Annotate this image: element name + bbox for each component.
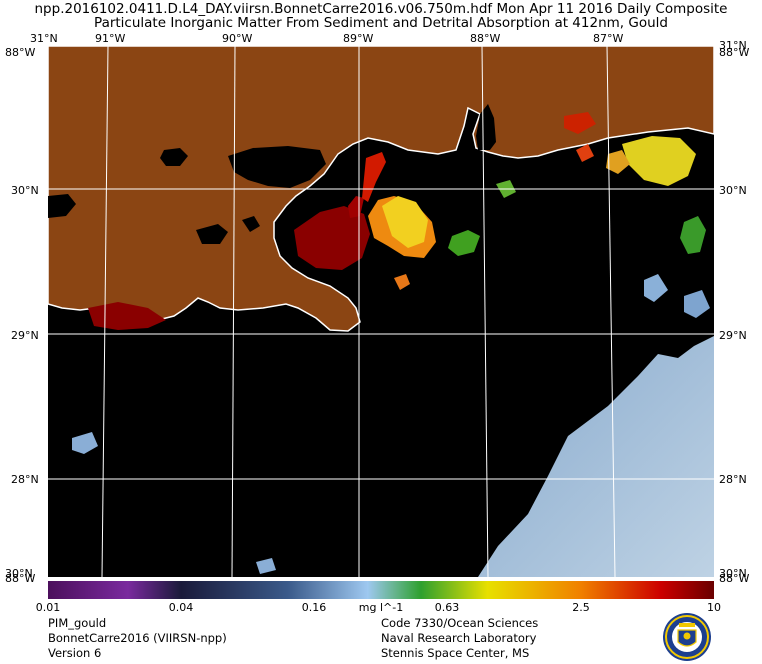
offshore-water-light-blue bbox=[478, 336, 714, 577]
footer-left-version: Version 6 bbox=[48, 646, 102, 660]
colorbar-tick-2: 0.16 bbox=[301, 601, 327, 614]
footer-right-location: Stennis Space Center, MS bbox=[381, 646, 530, 660]
plume-yellow bbox=[382, 196, 428, 248]
lake-small bbox=[242, 216, 260, 232]
footer-left-product: PIM_gould bbox=[48, 616, 107, 630]
plume-orange-east bbox=[606, 150, 630, 174]
satellite-map bbox=[48, 46, 714, 577]
footer-right-org: Naval Research Laboratory bbox=[381, 631, 537, 645]
lon-label-89w: 89°W bbox=[343, 32, 374, 45]
bay-west bbox=[48, 194, 76, 218]
colorbar-tick-4: 2.5 bbox=[572, 601, 590, 614]
land-area bbox=[48, 46, 714, 332]
corner-label-bottom-left-lon: 88°W bbox=[5, 572, 36, 585]
plume-yellow-east bbox=[622, 136, 696, 186]
image-subtitle: Particulate Inorganic Matter From Sedime… bbox=[94, 15, 668, 31]
nrl-seal-icon bbox=[663, 613, 711, 661]
plume-red-east-2 bbox=[576, 144, 594, 162]
corner-label-top-left-lat: 31°N bbox=[30, 32, 58, 45]
lake-pontchartrain bbox=[228, 146, 326, 188]
corner-label-top-right-lon: 88°W bbox=[719, 46, 750, 59]
mobile-bay bbox=[476, 104, 496, 150]
corner-label-bottom-right-lat: 30°N bbox=[719, 567, 747, 580]
colorbar-tick-3: 0.63 bbox=[434, 601, 460, 614]
colorbar bbox=[48, 581, 714, 599]
plume-red-east bbox=[564, 112, 596, 134]
lat-label-30n-left: 30°N bbox=[11, 184, 39, 197]
colorbar-unit: mg l^-1 bbox=[358, 601, 404, 614]
corner-label-top-left-lon: 88°W bbox=[5, 46, 36, 59]
offshore-water-patch-2 bbox=[684, 290, 710, 318]
footer-left-source: BonnetCarre2016 (VIIRSN-npp) bbox=[48, 631, 227, 645]
graticule bbox=[48, 46, 714, 577]
lon-label-90w: 90°W bbox=[222, 32, 253, 45]
plume-green-2 bbox=[680, 216, 706, 254]
lat-label-28n-left: 28°N bbox=[11, 473, 39, 486]
lat-label-29n-left: 29°N bbox=[11, 329, 39, 342]
offshore-water-patch-1 bbox=[644, 274, 668, 302]
footer-right-code: Code 7330/Ocean Sciences bbox=[381, 616, 539, 630]
lake-salvador bbox=[196, 224, 228, 244]
lat-label-29n-right: 29°N bbox=[719, 329, 747, 342]
offshore-water-patch-4 bbox=[256, 558, 276, 574]
plume-green bbox=[448, 230, 480, 256]
image-title: npp.2016102.0411.D.L4_DAY.viirsn.BonnetC… bbox=[34, 1, 728, 17]
lake-maurepas bbox=[160, 148, 188, 166]
lat-label-28n-right: 28°N bbox=[719, 473, 747, 486]
lon-label-87w: 87°W bbox=[593, 32, 624, 45]
lon-label-88w: 88°W bbox=[470, 32, 501, 45]
plume-dark-red-1 bbox=[294, 206, 370, 270]
plume-dark-red-3 bbox=[348, 196, 364, 218]
plume-dark-red-2 bbox=[88, 302, 166, 330]
offshore-water-patch-3 bbox=[72, 432, 98, 454]
colorbar-tick-0: 0.01 bbox=[35, 601, 61, 614]
plume-orange-dot bbox=[394, 274, 410, 290]
colorbar-tick-1: 0.04 bbox=[168, 601, 194, 614]
colorbar-tick-5: 10 bbox=[707, 601, 721, 614]
lat-label-30n-right: 30°N bbox=[719, 184, 747, 197]
corner-label-bottom-right-lon: 88°W bbox=[719, 572, 750, 585]
corner-label-bottom-left-lat: 30°N bbox=[5, 567, 33, 580]
lon-label-91w: 91°W bbox=[95, 32, 126, 45]
corner-label-top-right-lat: 31°N bbox=[719, 39, 747, 52]
